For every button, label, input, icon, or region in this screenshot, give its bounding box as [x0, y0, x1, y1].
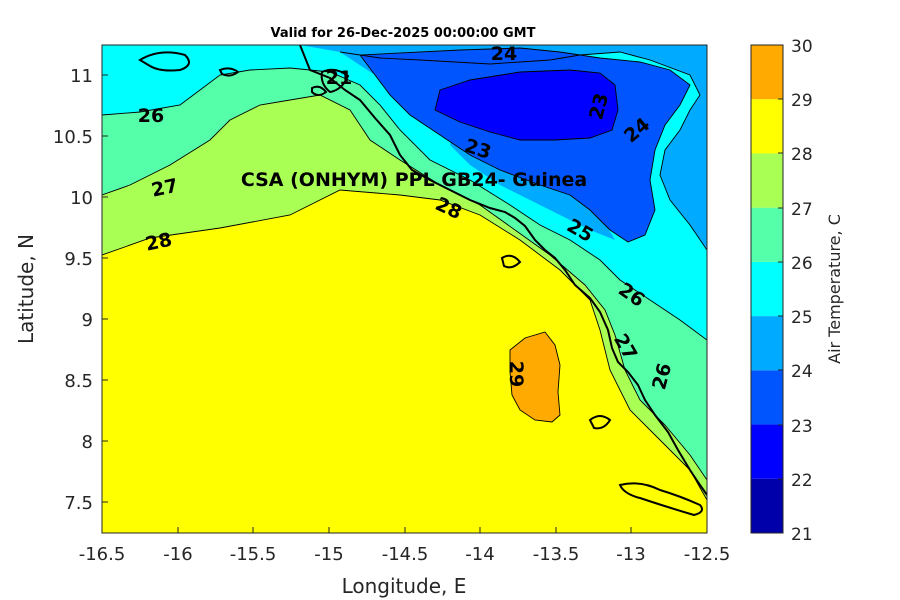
contour-line-28 — [102, 189, 707, 501]
y-tick-label: 9.5 — [64, 249, 93, 270]
colorbar-tick-label: 26 — [791, 254, 813, 274]
y-tick-label: 8 — [82, 432, 93, 453]
y-tick-label: 8.5 — [64, 371, 93, 392]
contour-label: 24 — [491, 43, 517, 65]
x-tick-labels: -16.5 -16 -15.5 -15 -14.5 -14 -13.5 -13 … — [79, 544, 731, 565]
x-axis-label: Longitude, E — [342, 574, 467, 598]
colorbar-bin — [751, 370, 783, 425]
y-tick-label: 10 — [70, 188, 93, 209]
colorbar-tick-label: 24 — [791, 362, 813, 382]
region-annotation: CSA (ONHYM) PPL GB24- Guinea — [241, 169, 587, 191]
colorbar-bin — [751, 261, 783, 317]
contour-line-24 — [359, 47, 691, 243]
x-tick-label: -12.5 — [684, 544, 731, 565]
contour-fill-layer — [102, 45, 707, 533]
colorbar-tick-label: 21 — [791, 525, 813, 545]
region-24-25 — [300, 45, 707, 250]
colorbar-ticks — [778, 44, 783, 534]
coastline-main — [299, 45, 707, 496]
chart-title: Valid for 26-Dec-2025 00:00:00 GMT — [271, 26, 536, 41]
colorbar-tick-label: 28 — [791, 145, 813, 165]
x-tick-label: -16.5 — [79, 544, 126, 565]
coastline-islands-south — [500, 254, 703, 517]
colorbar-bin — [751, 478, 783, 533]
contour-line-23 — [434, 69, 619, 141]
colorbar-bin — [751, 207, 783, 262]
colorbar-bins — [751, 45, 783, 533]
colorbar-bin — [751, 153, 783, 208]
x-tick-label: -16 — [163, 544, 192, 565]
region-29-30 — [510, 332, 560, 422]
coastline-islands-north — [138, 51, 350, 96]
colorbar-label: Air Temperature, C — [825, 214, 844, 364]
coastline — [138, 45, 707, 517]
contour-label: 21 — [326, 67, 352, 89]
contour-line-29 — [509, 331, 561, 423]
y-axis-label: Latitude, N — [14, 234, 38, 344]
y-tick-label: 10.5 — [53, 127, 93, 148]
colorbar-tick-label: 30 — [791, 37, 813, 57]
colorbar-tick-label: 25 — [791, 308, 813, 328]
colorbar-tick-label: 27 — [791, 200, 813, 220]
colorbar-bin — [751, 45, 783, 100]
colorbar-bin — [751, 424, 783, 479]
contour-label: 29 — [505, 361, 527, 387]
colorbar-frame — [750, 44, 784, 534]
colorbar: 21 22 23 24 25 26 27 28 29 30 Air Temper… — [750, 37, 844, 545]
contour-lines — [102, 47, 707, 501]
region-22-23 — [435, 70, 618, 140]
x-tick-label: -13.5 — [533, 544, 580, 565]
y-tick-label: 9 — [82, 310, 93, 331]
contour-line-26 — [102, 67, 707, 341]
colorbar-tick-label: 22 — [791, 471, 813, 491]
colorbar-tick-label: 29 — [791, 91, 813, 111]
colorbar-bin — [751, 316, 783, 371]
x-tick-label: -13 — [616, 544, 645, 565]
y-tick-label: 11 — [70, 66, 93, 87]
x-tick-label: -15.5 — [230, 544, 277, 565]
x-tick-label: -14.5 — [382, 544, 429, 565]
colorbar-bin — [751, 99, 783, 154]
x-tick-label: -14 — [465, 544, 494, 565]
contour-label: 27 — [150, 175, 180, 202]
y-tick-label: 7.5 — [64, 493, 93, 514]
contour-line-25 — [339, 51, 707, 251]
tick-marks — [101, 74, 708, 533]
colorbar-tick-label: 23 — [791, 417, 813, 437]
x-tick-label: -15 — [314, 544, 343, 565]
contour-label: 28 — [144, 229, 174, 256]
contour-label: 26 — [138, 105, 164, 127]
y-tick-labels: 7.5 8 8.5 9 9.5 10 10.5 11 — [53, 66, 93, 514]
